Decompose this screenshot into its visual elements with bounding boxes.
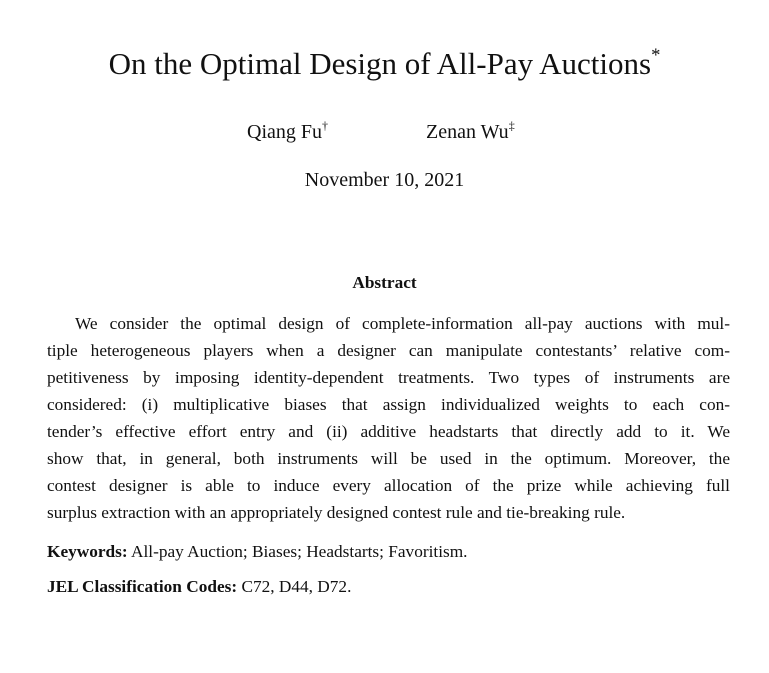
- title-block: On the Optimal Design of All-Pay Auction…: [0, 46, 769, 82]
- date: November 10, 2021: [304, 169, 465, 191]
- jel: JEL Classification Codes: C72, D44, D72.: [47, 577, 351, 597]
- abstract-heading: Abstract: [352, 273, 417, 292]
- abstract-line: tiple heterogeneous players when a desig…: [47, 341, 730, 360]
- author-name: Zenan Wu: [426, 121, 509, 143]
- author: Zenan Wu‡: [426, 118, 515, 144]
- jel-label: JEL Classification Codes:: [47, 577, 238, 596]
- keywords-label: Keywords:: [47, 542, 128, 561]
- abstract-line: show that, in general, both instruments …: [47, 449, 730, 468]
- keywords: Keywords: All-pay Auction; Biases; Heads…: [47, 542, 467, 562]
- abstract-line: considered: (i) multiplicative biases th…: [47, 395, 730, 414]
- jel-text: C72, D44, D72.: [241, 577, 352, 596]
- abstract-line: surplus extraction with an appropriately…: [47, 503, 626, 522]
- abstract-line: We consider the optimal design of comple…: [75, 314, 730, 333]
- author: Qiang Fu†: [247, 118, 328, 144]
- abstract-line: petitiveness by imposing identity-depend…: [47, 368, 730, 387]
- abstract-line: contest designer is able to induce every…: [47, 476, 730, 495]
- author-mark: †: [322, 118, 328, 133]
- abstract-line: tender’s effective effort entry and (ii)…: [47, 422, 730, 441]
- author-mark: ‡: [508, 118, 515, 133]
- keywords-text: All-pay Auction; Biases; Headstarts; Fav…: [131, 542, 468, 561]
- title: On the Optimal Design of All-Pay Auction…: [108, 46, 652, 81]
- title-mark: *: [651, 44, 661, 66]
- author-name: Qiang Fu: [247, 121, 322, 143]
